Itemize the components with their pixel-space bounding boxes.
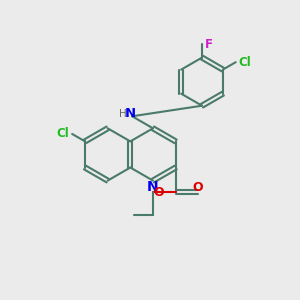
Text: Cl: Cl (238, 56, 251, 69)
Text: F: F (205, 38, 213, 51)
Text: O: O (153, 187, 164, 200)
Text: N: N (147, 180, 159, 194)
Text: O: O (193, 181, 203, 194)
Text: H: H (119, 109, 127, 119)
Text: Cl: Cl (56, 128, 69, 140)
Text: N: N (125, 107, 136, 120)
